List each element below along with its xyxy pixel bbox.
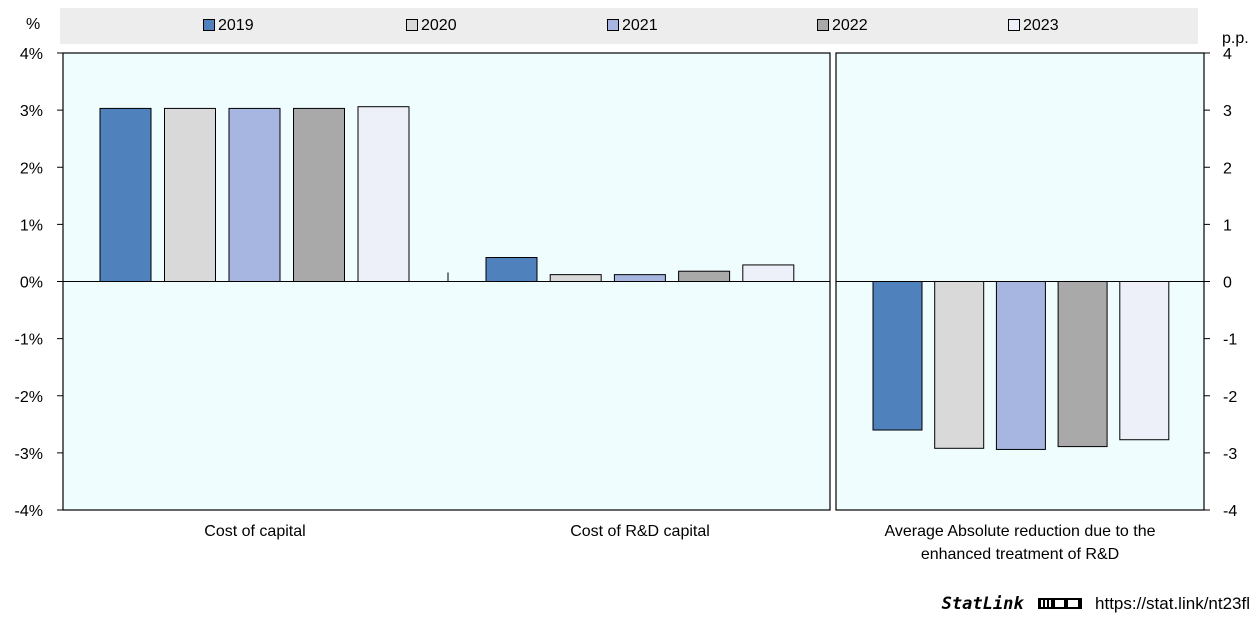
right-tick-label: 3 bbox=[1223, 103, 1232, 120]
bar-2019-1 bbox=[99, 107, 152, 282]
right-tick-label: -2 bbox=[1223, 389, 1237, 406]
legend-swatch bbox=[203, 19, 215, 31]
left-tick-label: -1% bbox=[15, 332, 43, 349]
legend-label: 2020 bbox=[421, 17, 457, 34]
category-label: Cost of capital bbox=[204, 523, 305, 540]
right-tick-label: -4 bbox=[1223, 503, 1237, 520]
bar-2021-2 bbox=[613, 274, 666, 282]
left-tick-label: -3% bbox=[15, 446, 43, 463]
bar-2023-reduction bbox=[1119, 281, 1170, 441]
left-tick-label: 0% bbox=[20, 275, 43, 292]
bar-2022-reduction bbox=[1057, 281, 1108, 448]
right-tick-label: 2 bbox=[1223, 160, 1232, 177]
left-tick-label: 3% bbox=[20, 103, 43, 120]
left-tick-label: 2% bbox=[20, 160, 43, 177]
legend-swatch bbox=[607, 19, 619, 31]
legend-label: 2021 bbox=[622, 17, 658, 34]
legend-label: 2022 bbox=[832, 17, 868, 34]
legend: 2019 2020 2021 2022 2023 bbox=[60, 8, 1198, 44]
bar-2020-1 bbox=[164, 107, 216, 282]
category-label: Average Absolute reduction due to the bbox=[884, 523, 1155, 540]
category-label: Cost of R&D capital bbox=[570, 523, 710, 540]
right-tick-label: 4 bbox=[1223, 46, 1232, 63]
bar-2020-2 bbox=[549, 274, 602, 282]
bar-2019-2 bbox=[485, 257, 538, 283]
left-axis-unit: % bbox=[26, 16, 41, 33]
right-tick-label: -1 bbox=[1223, 332, 1237, 349]
right-tick-label: 1 bbox=[1223, 217, 1232, 234]
legend-item-2019: 2019 bbox=[203, 17, 254, 35]
left-tick-label: -4% bbox=[15, 503, 43, 520]
bar-2023-2 bbox=[742, 264, 795, 282]
right-axis-unit: p.p. bbox=[1222, 30, 1249, 47]
statlink-url[interactable]: https://stat.link/nt23fl bbox=[1095, 594, 1250, 613]
bar-2022-2 bbox=[678, 270, 731, 282]
category-label: enhanced treatment of R&D bbox=[921, 546, 1119, 563]
statlink[interactable]: StatLink https://stat.link/nt23fl bbox=[942, 594, 1250, 616]
bar-2019-reduction bbox=[872, 281, 923, 431]
legend-item-2020: 2020 bbox=[406, 17, 457, 35]
legend-label: 2023 bbox=[1023, 17, 1059, 34]
legend-label: 2019 bbox=[218, 17, 254, 34]
left-tick-label: 1% bbox=[20, 217, 43, 234]
right-tick-label: 0 bbox=[1223, 275, 1232, 292]
bar-2021-1 bbox=[228, 107, 281, 282]
bar-2021-reduction bbox=[995, 281, 1046, 450]
statlink-brand: StatLink bbox=[941, 594, 1024, 614]
left-tick-label: -2% bbox=[15, 389, 43, 406]
right-tick-label: -3 bbox=[1223, 446, 1237, 463]
statlink-logo-icon bbox=[1038, 595, 1083, 616]
legend-item-2021: 2021 bbox=[607, 17, 658, 35]
bar-2020-reduction bbox=[934, 281, 985, 449]
bar-2023-1 bbox=[357, 106, 410, 283]
legend-swatch bbox=[406, 19, 418, 31]
legend-item-2023: 2023 bbox=[1008, 17, 1059, 35]
legend-item-2022: 2022 bbox=[817, 17, 868, 35]
legend-swatch bbox=[817, 19, 829, 31]
left-tick-label: 4% bbox=[20, 46, 43, 63]
bar-2022-1 bbox=[293, 107, 345, 282]
legend-swatch bbox=[1008, 19, 1020, 31]
